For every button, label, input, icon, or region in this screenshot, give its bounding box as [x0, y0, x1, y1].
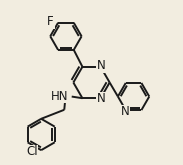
Text: F: F — [47, 15, 54, 28]
Text: Cl: Cl — [26, 145, 38, 158]
Text: HN: HN — [51, 90, 68, 103]
Text: N: N — [121, 105, 129, 118]
Text: N: N — [97, 92, 106, 105]
Text: N: N — [97, 59, 106, 72]
